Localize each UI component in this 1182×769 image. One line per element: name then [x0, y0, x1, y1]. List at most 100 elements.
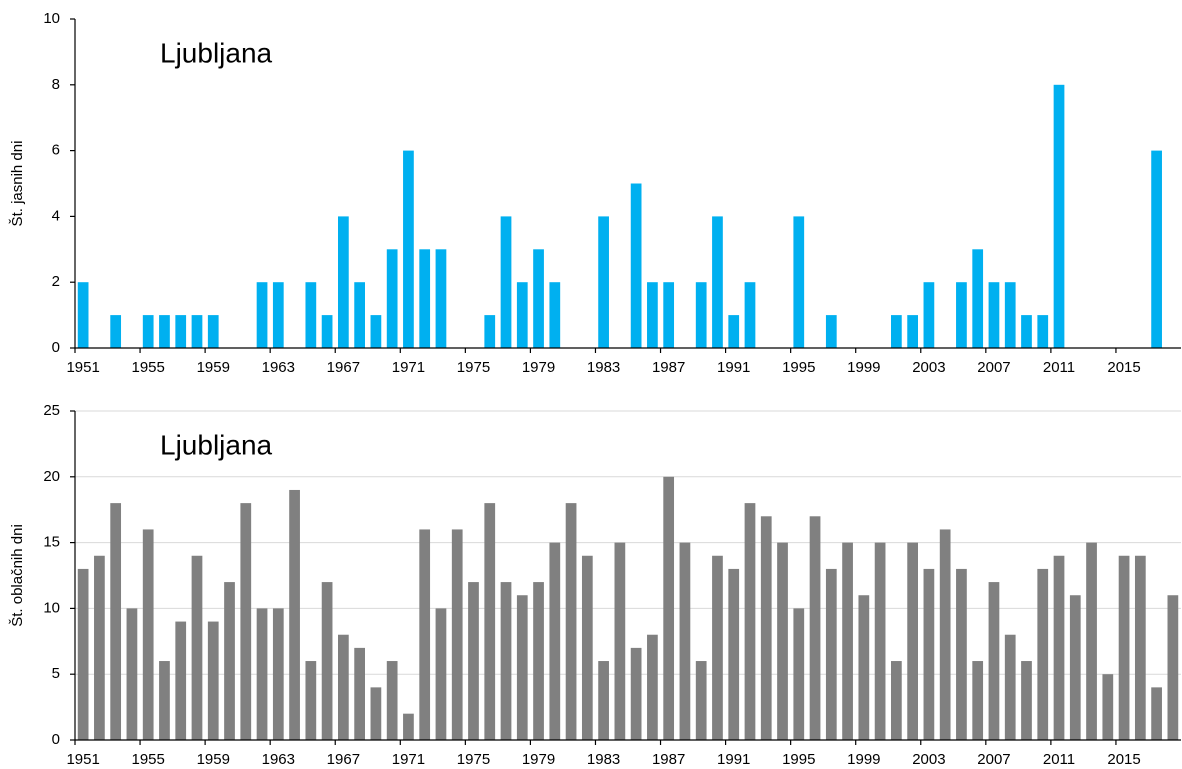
bar — [500, 216, 512, 348]
bar — [305, 661, 317, 740]
bar — [956, 282, 967, 348]
bar — [825, 315, 837, 348]
y-tick-label: 0 — [52, 339, 60, 356]
bar — [1021, 315, 1032, 348]
bar — [598, 216, 609, 348]
x-tick-label: 1987 — [652, 359, 685, 376]
x-tick-label: 1963 — [262, 751, 295, 768]
bar — [207, 621, 219, 740]
bar — [110, 503, 122, 740]
bar — [972, 249, 984, 348]
bar — [207, 315, 219, 348]
bar — [142, 315, 154, 348]
bar — [777, 542, 788, 740]
bar — [907, 542, 918, 740]
y-tick-label: 4 — [52, 207, 60, 224]
y-tick-label: 0 — [52, 731, 60, 748]
bar — [305, 282, 317, 348]
bar — [419, 249, 431, 348]
bar — [338, 634, 349, 740]
bar — [142, 529, 154, 740]
bar — [403, 713, 414, 740]
bar — [77, 568, 89, 740]
x-tick-label: 2015 — [1107, 359, 1140, 376]
bar — [988, 282, 1000, 348]
x-tick-label: 2011 — [1043, 359, 1075, 376]
bar — [451, 529, 463, 740]
bar — [695, 661, 707, 740]
bar — [1151, 150, 1162, 348]
bar — [809, 516, 821, 740]
bar — [549, 282, 561, 348]
bar — [1037, 568, 1049, 740]
bar — [240, 503, 252, 740]
x-tick-label: 1983 — [587, 359, 620, 376]
x-tick-label: 1967 — [327, 751, 360, 768]
bar — [939, 529, 951, 740]
bar — [630, 647, 642, 740]
x-tick-label: 2011 — [1043, 751, 1075, 768]
bar — [1004, 634, 1016, 740]
bar — [175, 621, 187, 740]
bar — [793, 608, 805, 740]
bar — [159, 315, 170, 348]
bar — [1069, 595, 1081, 740]
bar — [630, 183, 642, 348]
y-tick-label: 10 — [43, 10, 60, 27]
bar — [110, 315, 122, 348]
y-tick-label: 6 — [52, 142, 60, 159]
x-tick-label: 2015 — [1107, 751, 1140, 768]
bar — [484, 315, 496, 348]
bar — [760, 516, 772, 740]
y-tick-label: 5 — [52, 665, 60, 682]
bar — [191, 555, 203, 740]
bar — [533, 249, 544, 348]
bar — [1021, 661, 1032, 740]
bar — [370, 687, 382, 740]
bar — [224, 582, 235, 740]
bar — [516, 595, 528, 740]
x-tick-label: 1983 — [587, 751, 620, 768]
bar — [289, 489, 300, 740]
x-tick-label: 2007 — [977, 751, 1010, 768]
bar — [647, 282, 658, 348]
y-axis-label: Št. jasnih dni — [9, 141, 26, 227]
bar — [956, 568, 967, 740]
y-tick-label: 20 — [43, 468, 60, 485]
bar — [338, 216, 349, 348]
x-tick-label: 1979 — [522, 751, 555, 768]
bar — [1037, 315, 1049, 348]
y-tick-label: 15 — [43, 534, 60, 551]
bar — [386, 249, 398, 348]
bar — [858, 595, 870, 740]
bar — [1167, 595, 1179, 740]
x-tick-label: 1991 — [717, 359, 750, 376]
bar — [321, 315, 333, 348]
x-tick-label: 2003 — [912, 359, 945, 376]
x-tick-label: 1951 — [66, 751, 99, 768]
bar — [874, 542, 886, 740]
x-tick-label: 1975 — [457, 751, 490, 768]
bar — [77, 282, 89, 348]
bar — [581, 555, 593, 740]
bar — [256, 282, 268, 348]
bar — [1102, 674, 1114, 740]
x-tick-label: 1959 — [197, 751, 230, 768]
bar — [159, 661, 170, 740]
bar — [712, 555, 723, 740]
bar — [321, 582, 333, 740]
x-tick-label: 2007 — [977, 359, 1010, 376]
bar — [191, 315, 203, 348]
x-tick-label: 1955 — [132, 359, 165, 376]
x-tick-label: 1995 — [782, 751, 815, 768]
x-tick-label: 1987 — [652, 751, 685, 768]
y-axis-label: Št. oblačnih dni — [9, 524, 26, 627]
bar — [272, 608, 284, 740]
bar — [403, 150, 414, 348]
bar — [435, 608, 447, 740]
bar — [614, 542, 626, 740]
x-tick-label: 1959 — [197, 359, 230, 376]
y-tick-label: 8 — [52, 76, 60, 93]
bar — [386, 661, 398, 740]
x-tick-label: 1967 — [327, 359, 360, 376]
